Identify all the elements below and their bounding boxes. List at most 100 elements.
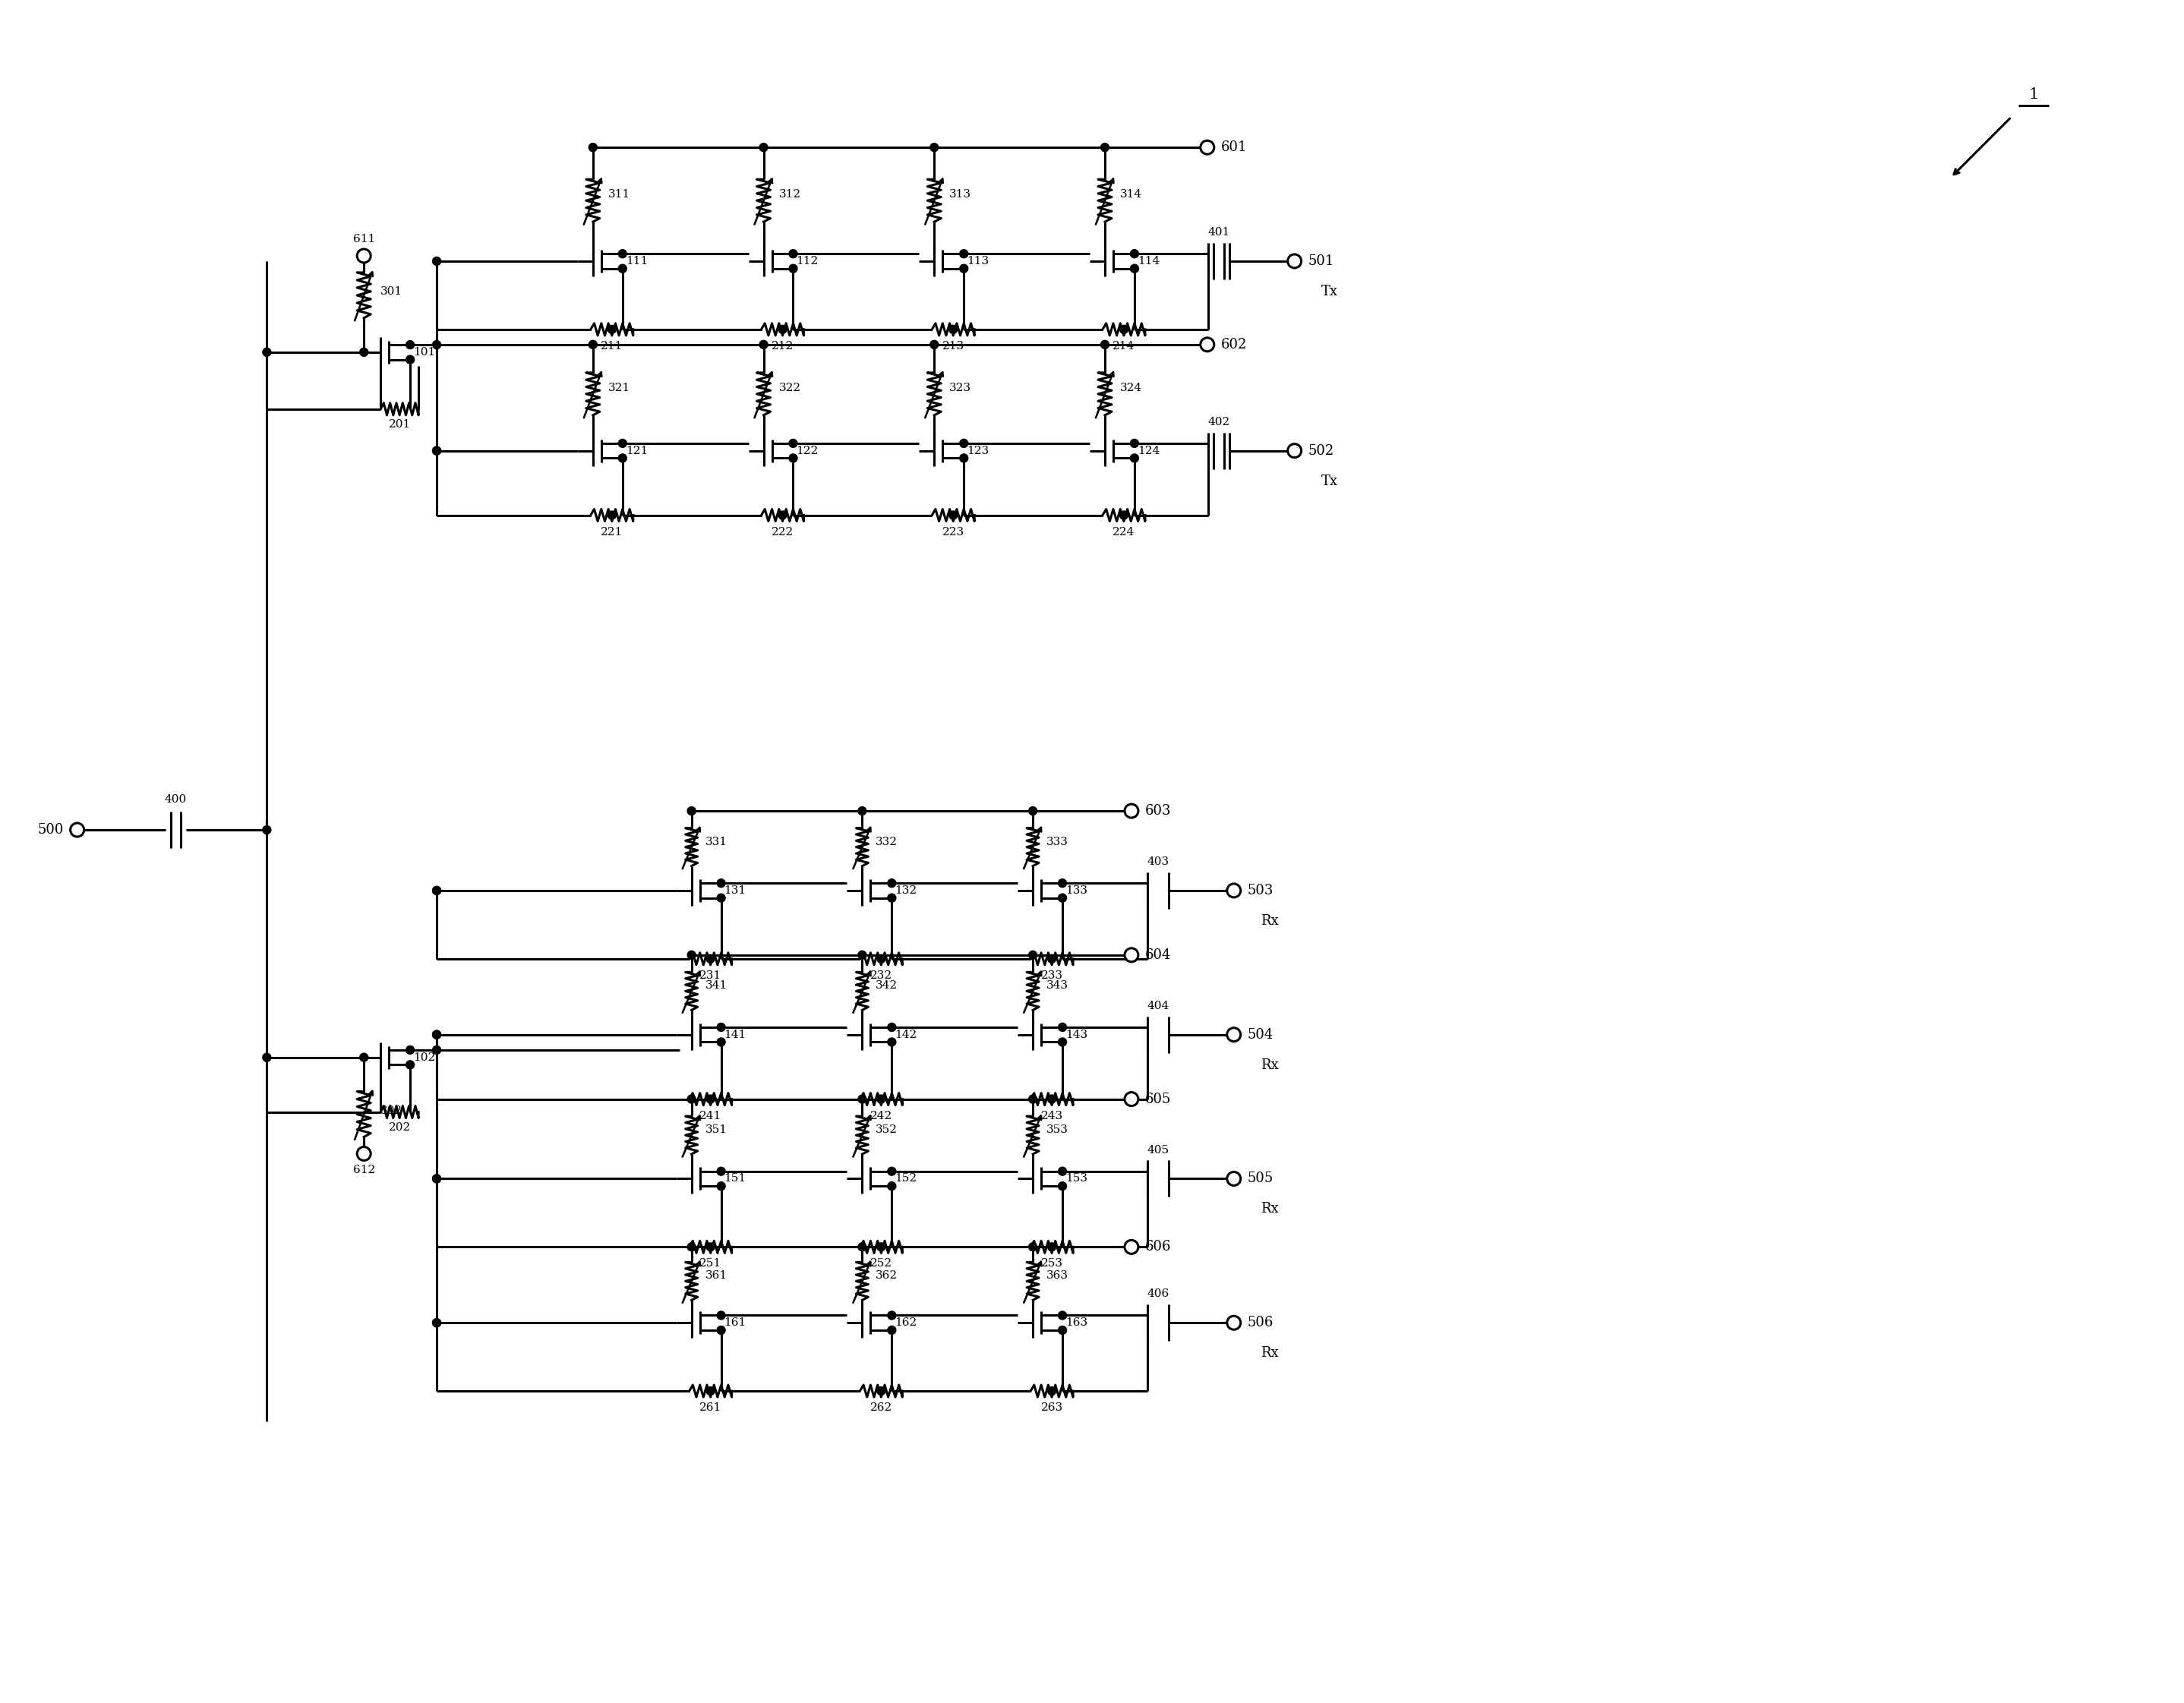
Circle shape: [1125, 949, 1138, 962]
Circle shape: [887, 1311, 895, 1320]
Circle shape: [432, 886, 441, 894]
Circle shape: [878, 1386, 885, 1395]
Text: 222: 222: [771, 526, 793, 536]
Circle shape: [1227, 1316, 1241, 1330]
Text: 262: 262: [869, 1402, 893, 1413]
Text: 151: 151: [725, 1173, 747, 1184]
Text: 263: 263: [1042, 1402, 1064, 1413]
Circle shape: [1048, 955, 1057, 962]
Circle shape: [760, 143, 769, 152]
Circle shape: [716, 879, 725, 887]
Text: 224: 224: [1114, 526, 1136, 536]
Circle shape: [432, 1046, 441, 1054]
Circle shape: [360, 1052, 369, 1061]
Text: 501: 501: [1308, 254, 1334, 267]
Circle shape: [959, 455, 968, 462]
Text: Rx: Rx: [1260, 1347, 1278, 1361]
Circle shape: [1120, 325, 1127, 334]
Circle shape: [1131, 250, 1138, 257]
Circle shape: [432, 341, 441, 349]
Circle shape: [688, 950, 697, 959]
Circle shape: [406, 356, 415, 364]
Text: 152: 152: [895, 1173, 917, 1184]
Circle shape: [1101, 143, 1109, 152]
Text: 352: 352: [876, 1124, 898, 1136]
Circle shape: [858, 1243, 867, 1252]
Circle shape: [1059, 1182, 1066, 1190]
Text: 133: 133: [1066, 886, 1088, 896]
Circle shape: [1227, 1029, 1241, 1042]
Circle shape: [1029, 1095, 1037, 1104]
Circle shape: [1059, 1037, 1066, 1046]
Circle shape: [1201, 141, 1214, 155]
Text: 603: 603: [1144, 804, 1171, 817]
Circle shape: [618, 250, 627, 257]
Circle shape: [1059, 879, 1066, 887]
Circle shape: [1048, 1095, 1057, 1104]
Circle shape: [607, 511, 616, 519]
Circle shape: [1125, 1092, 1138, 1105]
Circle shape: [887, 1182, 895, 1190]
Circle shape: [356, 249, 371, 262]
Circle shape: [432, 886, 441, 894]
Text: Tx: Tx: [1321, 284, 1339, 298]
Text: 605: 605: [1144, 1092, 1171, 1105]
Circle shape: [716, 1037, 725, 1046]
Text: 253: 253: [1042, 1259, 1064, 1269]
Circle shape: [432, 1318, 441, 1327]
Text: 322: 322: [780, 383, 802, 393]
Circle shape: [432, 446, 441, 455]
Circle shape: [432, 1030, 441, 1039]
Circle shape: [262, 1052, 271, 1061]
Text: 500: 500: [37, 823, 63, 836]
Text: 113: 113: [968, 255, 989, 266]
Text: 142: 142: [895, 1029, 917, 1041]
Text: 163: 163: [1066, 1318, 1088, 1328]
Circle shape: [1059, 1327, 1066, 1335]
Circle shape: [1131, 439, 1138, 448]
Circle shape: [950, 511, 957, 519]
Circle shape: [1048, 1386, 1057, 1395]
Circle shape: [858, 950, 867, 959]
Circle shape: [356, 1146, 371, 1160]
Circle shape: [887, 879, 895, 887]
Text: 162: 162: [895, 1318, 917, 1328]
Text: 251: 251: [699, 1259, 721, 1269]
Text: 331: 331: [705, 836, 727, 846]
Text: 361: 361: [705, 1270, 727, 1281]
Circle shape: [618, 455, 627, 462]
Text: 314: 314: [1120, 189, 1142, 199]
Text: 123: 123: [968, 446, 989, 456]
Text: 243: 243: [1042, 1110, 1064, 1121]
Text: 114: 114: [1138, 255, 1160, 266]
Circle shape: [432, 1030, 441, 1039]
Circle shape: [688, 1243, 697, 1252]
Circle shape: [716, 1167, 725, 1175]
Circle shape: [618, 264, 627, 272]
Text: 221: 221: [601, 526, 622, 536]
Circle shape: [1227, 1172, 1241, 1185]
Text: 241: 241: [699, 1110, 721, 1121]
Circle shape: [788, 455, 797, 462]
Circle shape: [959, 439, 968, 448]
Text: 504: 504: [1247, 1029, 1273, 1042]
Circle shape: [688, 1095, 697, 1104]
Text: Rx: Rx: [1260, 1202, 1278, 1216]
Text: 406: 406: [1147, 1289, 1168, 1299]
Text: 404: 404: [1147, 1000, 1168, 1012]
Text: 363: 363: [1046, 1270, 1068, 1281]
Text: 332: 332: [876, 836, 898, 846]
Circle shape: [705, 1386, 714, 1395]
Circle shape: [887, 894, 895, 903]
Text: 342: 342: [876, 981, 898, 991]
Text: 252: 252: [869, 1259, 893, 1269]
Text: 231: 231: [699, 971, 721, 981]
Text: 233: 233: [1042, 971, 1064, 981]
Circle shape: [858, 807, 867, 816]
Text: 311: 311: [607, 189, 631, 199]
Text: 201: 201: [389, 419, 411, 429]
Text: 612: 612: [354, 1165, 376, 1175]
Text: 343: 343: [1046, 981, 1068, 991]
Circle shape: [262, 347, 271, 356]
Text: 213: 213: [941, 341, 965, 351]
